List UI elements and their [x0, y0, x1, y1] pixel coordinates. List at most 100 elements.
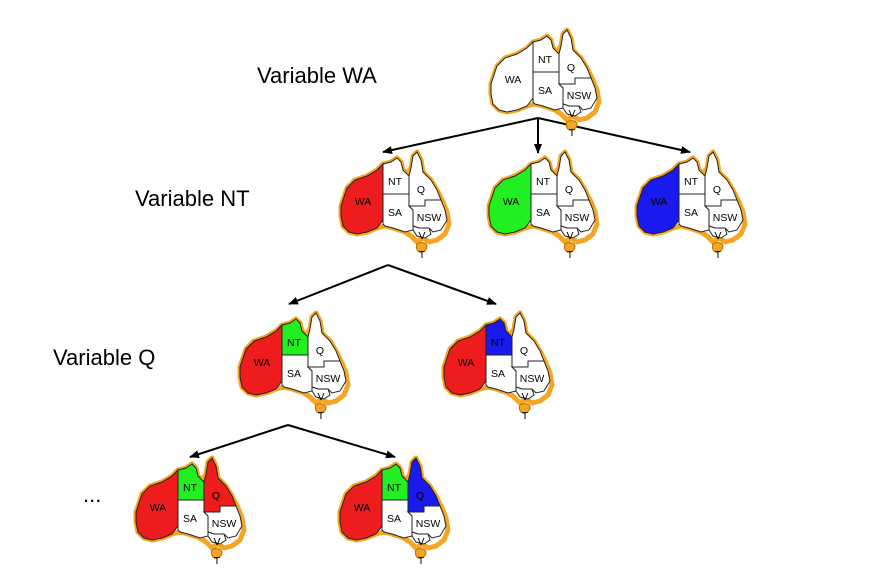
- region-t: [210, 548, 223, 559]
- tree-edges: [189, 117, 691, 459]
- region-t: [415, 242, 428, 253]
- region-q: [307, 312, 341, 368]
- region-label-sa: SA: [538, 85, 552, 97]
- region-label-v: V: [568, 108, 575, 120]
- region-wa: [490, 40, 534, 113]
- map-node-nt-blue: WA NT Q SA NSW VT: [441, 310, 555, 422]
- region-label-nsw: NSW: [316, 373, 341, 385]
- region-label-q: Q: [520, 345, 528, 357]
- region-q: [511, 312, 545, 368]
- region-v: [562, 103, 582, 117]
- region-q: [556, 151, 590, 207]
- region-t: [565, 120, 578, 131]
- edge-root-to-wa-red: [382, 117, 539, 154]
- region-label-nsw: NSW: [417, 212, 442, 224]
- region-label-nsw: NSW: [713, 212, 738, 224]
- region-wa: [135, 468, 179, 541]
- region-label-nt: NT: [684, 176, 699, 188]
- region-label-t: T: [418, 555, 425, 567]
- region-sa: [382, 193, 414, 233]
- region-label-nsw: NSW: [520, 373, 545, 385]
- region-sa: [177, 499, 209, 539]
- edge-wa-red-to-nt-green: [288, 264, 389, 305]
- region-wa: [340, 162, 384, 235]
- map-node-wa-red: WA NT Q SA NSW VT: [338, 149, 452, 261]
- level-label-wa: Variable WA: [257, 63, 377, 88]
- region-label-q: Q: [417, 184, 425, 196]
- region-label-nt: NT: [536, 176, 551, 188]
- region-label-wa: WA: [150, 502, 167, 514]
- region-wa: [339, 468, 383, 541]
- region-label-nsw: NSW: [565, 212, 590, 224]
- region-label-t: T: [419, 249, 426, 261]
- map-node-root: WA NT Q SA NSW VT: [488, 27, 602, 139]
- level-label-ellipsis: ...: [83, 482, 101, 507]
- region-v: [207, 531, 227, 545]
- region-v: [560, 225, 580, 239]
- map-node-q-blue: WA NT Q SA NSW VT: [337, 455, 451, 567]
- region-label-sa: SA: [491, 368, 505, 380]
- region-label-v: V: [213, 536, 220, 548]
- region-label-v: V: [317, 391, 324, 403]
- region-t: [711, 242, 724, 253]
- region-label-wa: WA: [651, 196, 668, 208]
- region-v: [411, 531, 431, 545]
- region-label-v: V: [566, 230, 573, 242]
- region-label-nt: NT: [538, 54, 553, 66]
- region-label-t: T: [522, 410, 529, 422]
- region-sa: [530, 193, 562, 233]
- region-v: [515, 386, 535, 400]
- region-label-t: T: [567, 249, 574, 261]
- region-wa: [636, 162, 680, 235]
- region-t: [518, 403, 531, 414]
- region-label-wa: WA: [354, 502, 371, 514]
- region-wa: [488, 162, 532, 235]
- level-label-q: Variable Q: [53, 345, 155, 370]
- region-label-q: Q: [316, 345, 324, 357]
- region-label-t: T: [318, 410, 325, 422]
- region-label-v: V: [714, 230, 721, 242]
- region-label-sa: SA: [684, 207, 698, 219]
- region-sa: [678, 193, 710, 233]
- region-label-q: Q: [212, 490, 220, 502]
- region-q: [407, 457, 441, 513]
- region-label-q: Q: [567, 62, 575, 74]
- region-t: [414, 548, 427, 559]
- region-label-sa: SA: [388, 207, 402, 219]
- region-sa: [532, 71, 564, 111]
- region-label-wa: WA: [505, 74, 522, 86]
- region-label-q: Q: [713, 184, 721, 196]
- region-label-nt: NT: [387, 482, 402, 494]
- region-v: [311, 386, 331, 400]
- region-label-t: T: [214, 555, 221, 567]
- region-label-v: V: [418, 230, 425, 242]
- map-node-wa-green: WA NT Q SA NSW VT: [486, 149, 600, 261]
- region-v: [708, 225, 728, 239]
- region-wa: [239, 323, 283, 396]
- region-q: [704, 151, 738, 207]
- region-label-wa: WA: [355, 196, 372, 208]
- map-node-q-red: WA NT Q SA NSW VT: [133, 455, 247, 567]
- region-label-nsw: NSW: [212, 518, 237, 530]
- region-sa: [485, 354, 517, 394]
- region-label-nt: NT: [388, 176, 403, 188]
- region-wa: [443, 323, 487, 396]
- region-label-t: T: [715, 249, 722, 261]
- edge-root-to-wa-blue: [537, 117, 691, 154]
- region-label-nsw: NSW: [416, 518, 441, 530]
- level-label-nt: Variable NT: [135, 186, 250, 211]
- region-label-v: V: [521, 391, 528, 403]
- region-label-t: T: [569, 127, 576, 139]
- region-label-wa: WA: [458, 357, 475, 369]
- region-v: [412, 225, 432, 239]
- region-label-q: Q: [416, 490, 424, 502]
- region-label-nt: NT: [491, 337, 506, 349]
- region-sa: [281, 354, 313, 394]
- region-label-wa: WA: [254, 357, 271, 369]
- edge-nt-green-to-q-red: [189, 424, 289, 459]
- region-t: [314, 403, 327, 414]
- region-sa: [381, 499, 413, 539]
- region-q: [203, 457, 237, 513]
